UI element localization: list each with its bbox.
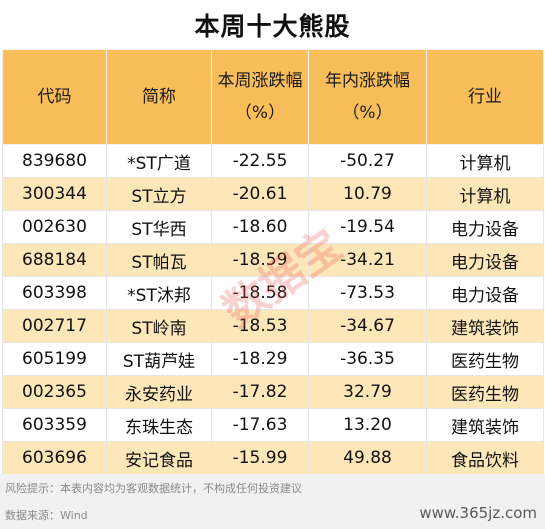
cell-industry: 建筑装饰 xyxy=(426,408,544,442)
cell-week-change: -18.60 xyxy=(211,210,309,244)
cell-week-change: -18.59 xyxy=(211,243,309,277)
cell-week-change: -17.63 xyxy=(211,408,309,442)
table-row: 002630 ST华西 -18.60 -19.54 电力设备 xyxy=(2,210,544,244)
table-row: 603398 *ST沐邦 -18.58 -73.53 电力设备 xyxy=(2,276,544,310)
cell-industry: 电力设备 xyxy=(426,210,544,244)
header-ytd-change: 年内涨跌幅（%） xyxy=(308,49,427,145)
table-row: 002365 永安药业 -17.82 32.79 医药生物 xyxy=(2,375,544,409)
cell-ytd-change: -50.27 xyxy=(308,144,427,178)
cell-ytd-change: 49.88 xyxy=(308,441,427,475)
table-row: 603696 安记食品 -15.99 49.88 食品饮料 xyxy=(2,441,544,475)
cell-industry: 医药生物 xyxy=(426,342,544,376)
cell-name: ST帕瓦 xyxy=(106,243,212,277)
cell-industry: 建筑装饰 xyxy=(426,309,544,343)
cell-week-change: -22.55 xyxy=(211,144,309,178)
cell-industry: 医药生物 xyxy=(426,375,544,409)
table-row: 839680 *ST广道 -22.55 -50.27 计算机 xyxy=(2,144,544,178)
header-week-change: 本周涨跌幅（%） xyxy=(211,49,309,145)
bear-stocks-table: 代码 简称 本周涨跌幅（%） 年内涨跌幅（%） 行业 839680 *ST广道 -2… xyxy=(2,49,544,475)
data-source: 数据来源：Wind xyxy=(5,509,88,522)
cell-code: 688184 xyxy=(2,243,107,277)
table-row: 605199 ST葫芦娃 -18.29 -36.35 医药生物 xyxy=(2,342,544,376)
table-row: 002717 ST岭南 -18.53 -34.67 建筑装饰 xyxy=(2,309,544,343)
cell-industry: 食品饮料 xyxy=(426,441,544,475)
cell-ytd-change: -36.35 xyxy=(308,342,427,376)
header-name: 简称 xyxy=(106,49,212,145)
cell-code: 300344 xyxy=(2,177,107,211)
cell-week-change: -15.99 xyxy=(211,441,309,475)
cell-code: 002717 xyxy=(2,309,107,343)
cell-name: ST华西 xyxy=(106,210,212,244)
cell-code: 603696 xyxy=(2,441,107,475)
cell-name: ST葫芦娃 xyxy=(106,342,212,376)
page-title: 本周十大熊股 xyxy=(194,11,351,41)
cell-code: 603359 xyxy=(2,408,107,442)
cell-code: 603398 xyxy=(2,276,107,310)
header-code: 代码 xyxy=(2,49,107,145)
cell-code: 605199 xyxy=(2,342,107,376)
cell-code: 002365 xyxy=(2,375,107,409)
cell-week-change: -20.61 xyxy=(211,177,309,211)
cell-week-change: -18.29 xyxy=(211,342,309,376)
cell-ytd-change: 10.79 xyxy=(308,177,427,211)
cell-ytd-change: 32.79 xyxy=(308,375,427,409)
cell-ytd-change: -34.21 xyxy=(308,243,427,277)
site-watermark: www.365jz.com xyxy=(419,504,537,522)
cell-name: ST立方 xyxy=(106,177,212,211)
cell-code: 839680 xyxy=(2,144,107,178)
cell-ytd-change: -73.53 xyxy=(308,276,427,310)
table-row: 688184 ST帕瓦 -18.59 -34.21 电力设备 xyxy=(2,243,544,277)
cell-name: 安记食品 xyxy=(106,441,212,475)
cell-ytd-change: -19.54 xyxy=(308,210,427,244)
cell-code: 002630 xyxy=(2,210,107,244)
cell-name: 永安药业 xyxy=(106,375,212,409)
cell-industry: 计算机 xyxy=(426,177,544,211)
cell-name: 东珠生态 xyxy=(106,408,212,442)
table-header-row: 代码 简称 本周涨跌幅（%） 年内涨跌幅（%） 行业 xyxy=(2,49,544,145)
cell-week-change: -18.58 xyxy=(211,276,309,310)
footer: 风险提示：本表内容均为客观数据统计，不构成任何投资建议 数据来源：Wind ww… xyxy=(0,474,545,529)
cell-industry: 电力设备 xyxy=(426,243,544,277)
cell-name: *ST广道 xyxy=(106,144,212,178)
table-row: 300344 ST立方 -20.61 10.79 计算机 xyxy=(2,177,544,211)
risk-disclaimer: 风险提示：本表内容均为客观数据统计，不构成任何投资建议 xyxy=(5,482,302,495)
cell-industry: 计算机 xyxy=(426,144,544,178)
cell-name: *ST沐邦 xyxy=(106,276,212,310)
cell-week-change: -18.53 xyxy=(211,309,309,343)
cell-ytd-change: -34.67 xyxy=(308,309,427,343)
cell-industry: 电力设备 xyxy=(426,276,544,310)
table-row: 603359 东珠生态 -17.63 13.20 建筑装饰 xyxy=(2,408,544,442)
cell-name: ST岭南 xyxy=(106,309,212,343)
header-industry: 行业 xyxy=(426,49,544,145)
cell-ytd-change: 13.20 xyxy=(308,408,427,442)
cell-week-change: -17.82 xyxy=(211,375,309,409)
